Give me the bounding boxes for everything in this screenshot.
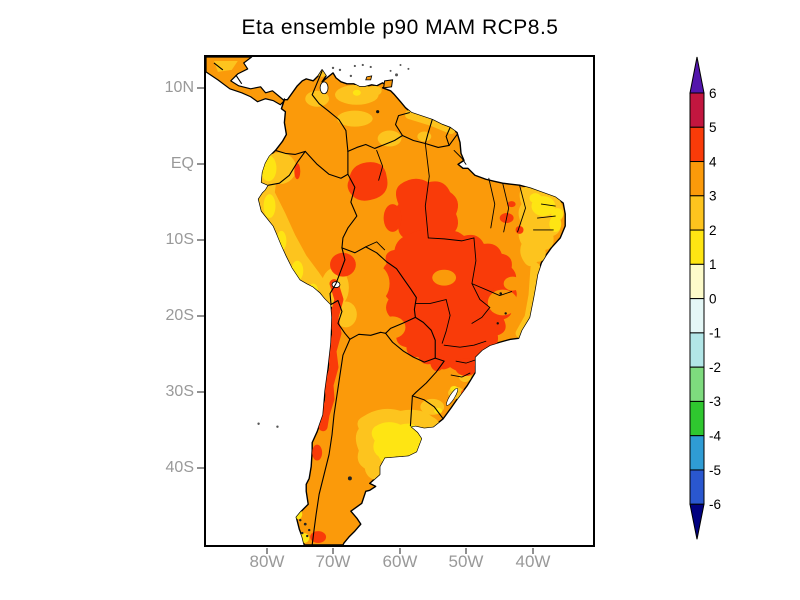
colorbar-tick-label: -1 [709,326,721,341]
region-blob [551,208,563,220]
y-axis-label: 30S [138,382,194,402]
colorbar-arrow-down [690,504,704,539]
region-blob [384,204,402,232]
region-blob [417,132,431,142]
colorbar-segment [690,93,704,127]
colorbar-tick-label: 6 [709,86,717,101]
colorbar-segment [690,367,704,401]
region-blob [461,389,473,397]
colorbar-segment [690,162,704,196]
south-america-map [206,57,593,545]
colorbar-tick-label: -4 [709,429,721,444]
pacific-islet [257,423,259,425]
region-blob [261,155,277,181]
colorbar-tick-label: 2 [709,223,717,238]
region-blob [364,266,390,302]
colorbar-segment [690,127,704,161]
colorbar-tick-label: 5 [709,120,717,135]
x-axis-tick [465,548,467,554]
figure-canvas: Eta ensemble p90 MAM RCP8.5 [0,0,800,600]
y-axis-tick [197,315,204,317]
trinidad-island [384,80,393,88]
x-axis-tick [532,548,534,554]
region-blob [353,90,361,96]
y-axis-tick [197,239,204,241]
colorbar-segment [690,401,704,435]
colorbar-tick-label: 4 [709,154,717,169]
region-blob [368,86,382,96]
central-america [206,57,284,105]
region-blob [291,261,303,281]
pacific-islet [276,426,278,428]
map-plot-area [204,55,595,547]
small-island [350,75,352,77]
small-island [390,70,392,72]
small-island [354,65,356,67]
tobago-island [395,73,398,76]
y-axis-label: 40S [138,458,194,478]
colorbar-legend: 6 5 4 3 2 1 0 -1 -2 -3 -4 -5 -6 [683,52,733,547]
y-axis-tick [197,391,204,393]
region-blob [529,193,541,203]
colorbar-arrow-up [690,57,704,93]
region-blob [432,270,456,286]
x-axis-label: 70W [307,552,359,572]
colorbar-tick-label: -3 [709,394,721,409]
colorbar-tick-label: -5 [709,463,721,478]
region-blob [264,194,276,218]
x-axis-label: 80W [241,552,293,572]
x-axis-label: 40W [507,552,559,572]
region-blob [286,464,296,476]
reservoir-dot [504,312,506,314]
small-island [332,67,334,69]
x-axis-label: 50W [440,552,492,572]
small-island [362,64,364,66]
region-blob [312,445,322,461]
x-axis-tick [266,548,268,554]
costa-rica-panama-border [236,75,242,84]
x-axis-label: 60W [374,552,426,572]
colorbar-tick-label: 1 [709,257,717,272]
reservoir-dot [497,322,499,324]
small-island [400,64,402,66]
colorbar-segment [690,196,704,230]
x-axis-tick [332,548,334,554]
region-blob [504,277,522,291]
reservoir-dot [376,110,379,113]
y-axis-label: 10S [138,230,194,250]
region-blob [291,481,299,491]
region-blob [276,231,286,251]
lake-maracaibo [320,82,328,94]
y-axis-label: 10N [138,78,194,98]
colorbar-segment [690,436,704,470]
region-blob [277,109,283,121]
x-axis-tick [399,548,401,554]
region-blob [508,201,516,207]
margarita-island [366,76,372,80]
colorbar-segment [690,333,704,367]
colorbar-tick-label: -6 [709,497,721,512]
region-blob [308,284,318,300]
colorbar-tick-label: 3 [709,189,717,204]
colorbar-segment [690,470,704,504]
colorbar-tick-label: 0 [709,291,717,306]
region-blob [317,69,327,77]
y-axis-label: 20S [138,306,194,326]
y-axis-tick [197,467,204,469]
colorbar-tick-label: -2 [709,360,721,375]
colorbar-segment [690,264,704,298]
colorbar-segment [690,299,704,333]
y-axis-tick [197,163,204,165]
y-axis-tick [197,87,204,89]
chart-title: Eta ensemble p90 MAM RCP8.5 [205,16,595,40]
small-island [339,69,341,71]
colorbar-segment [690,230,704,264]
region-blob [488,290,518,316]
small-island [407,68,409,70]
y-axis-label: EQ [138,154,194,174]
region-blob [430,353,444,371]
small-island [370,66,372,68]
